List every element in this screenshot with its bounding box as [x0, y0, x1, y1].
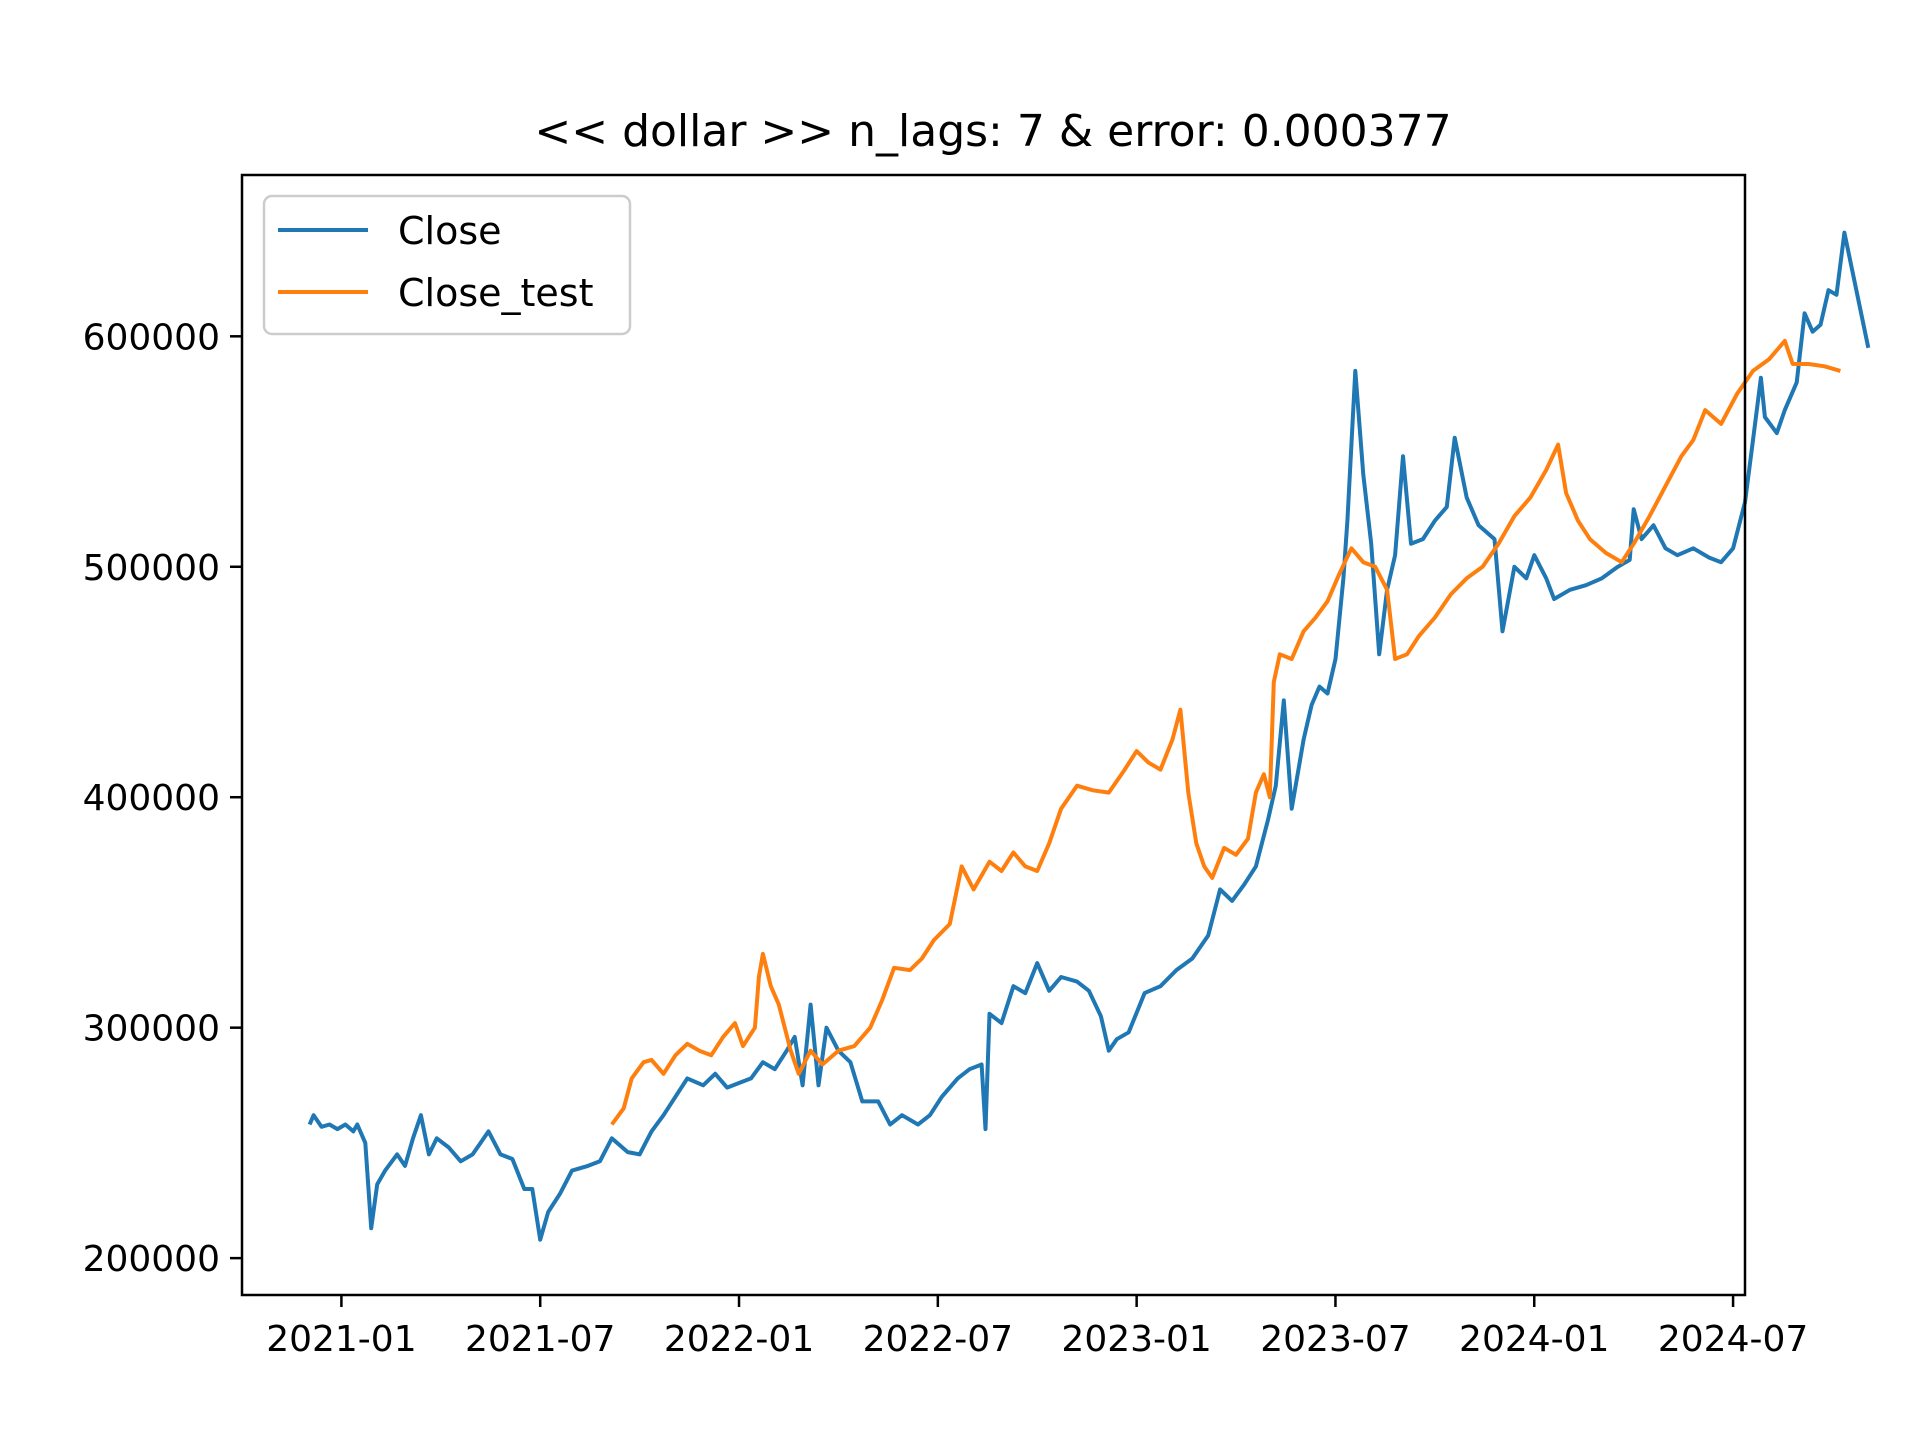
- x-tick-label: 2021-07: [465, 1319, 615, 1360]
- x-tick-label: 2024-07: [1658, 1319, 1808, 1360]
- y-axis: 200000 300000 400000 500000 600000: [83, 317, 242, 1280]
- y-tick-label: 300000: [83, 1009, 220, 1050]
- x-tick-label: 2023-01: [1061, 1319, 1211, 1360]
- legend-label-close: Close: [398, 209, 502, 253]
- series-line-close-test: [610, 338, 1841, 1126]
- y-tick-label: 400000: [83, 778, 220, 819]
- x-tick-label: 2024-01: [1459, 1319, 1609, 1360]
- plot-frame: [240, 173, 1747, 1297]
- chart-title: << dollar >> n_lags: 7 & error: 0.000377: [534, 106, 1451, 157]
- y-tick-label: 500000: [83, 548, 220, 589]
- series-line-close: [307, 230, 1871, 1242]
- y-tick-label: 600000: [83, 317, 220, 358]
- series-layer: [307, 230, 1871, 1242]
- x-tick-label: 2023-07: [1260, 1319, 1410, 1360]
- legend: Close Close_test: [262, 194, 632, 336]
- x-axis: 2021-01 2021-07 2022-01 2022-07 2023-01 2023-…: [266, 1295, 1808, 1360]
- y-tick-label: 200000: [83, 1239, 220, 1280]
- x-tick-label: 2022-07: [863, 1319, 1013, 1360]
- x-tick-label: 2022-01: [664, 1319, 814, 1360]
- legend-label-close-test: Close_test: [398, 271, 594, 315]
- x-tick-label: 2021-01: [266, 1319, 416, 1360]
